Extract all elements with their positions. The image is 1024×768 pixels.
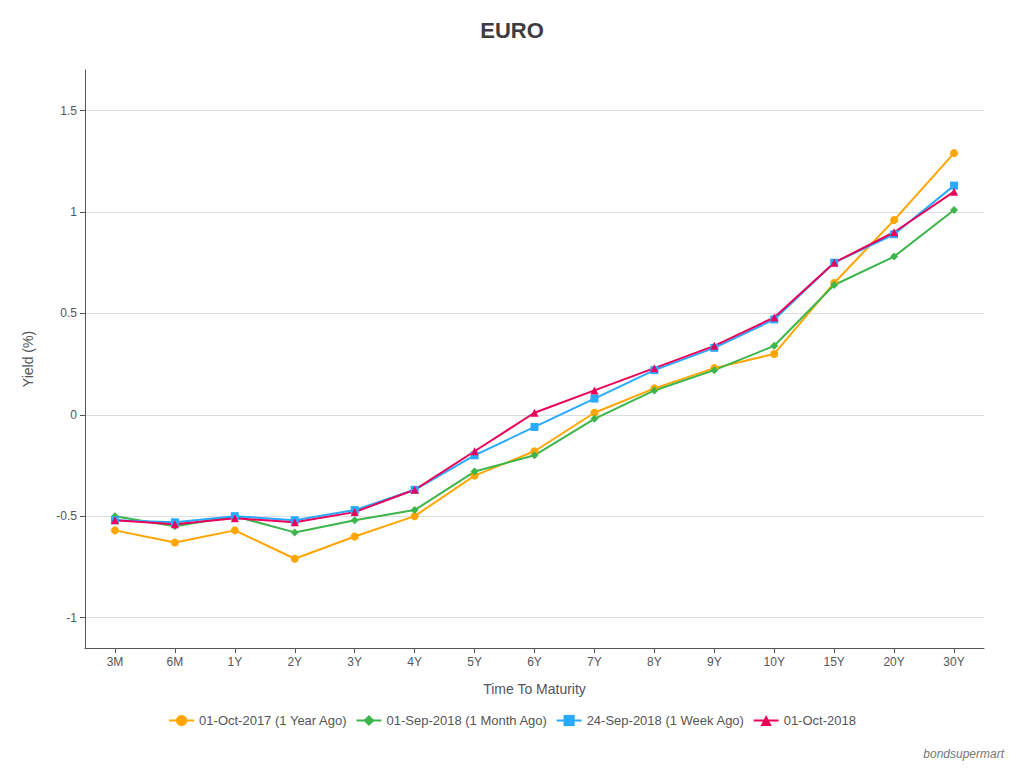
svg-text:Yield (%): Yield (%): [20, 331, 36, 387]
svg-text:1: 1: [70, 205, 77, 219]
svg-text:01-Oct-2018: 01-Oct-2018: [784, 713, 856, 728]
svg-text:3M: 3M: [107, 655, 124, 669]
svg-text:3Y: 3Y: [347, 655, 362, 669]
svg-text:30Y: 30Y: [943, 655, 964, 669]
svg-text:0: 0: [70, 408, 77, 422]
svg-text:01-Sep-2018 (1 Month Ago): 01-Sep-2018 (1 Month Ago): [386, 713, 546, 728]
svg-text:6Y: 6Y: [527, 655, 542, 669]
svg-text:24-Sep-2018 (1 Week Ago): 24-Sep-2018 (1 Week Ago): [587, 713, 744, 728]
svg-text:-0.5: -0.5: [56, 509, 77, 523]
svg-text:1Y: 1Y: [227, 655, 242, 669]
svg-text:2Y: 2Y: [287, 655, 302, 669]
svg-text:5Y: 5Y: [467, 655, 482, 669]
svg-text:Time To Maturity: Time To Maturity: [483, 681, 586, 697]
svg-text:EURO: EURO: [480, 18, 544, 43]
svg-text:20Y: 20Y: [883, 655, 904, 669]
svg-text:6M: 6M: [167, 655, 184, 669]
svg-text:01-Oct-2017 (1 Year Ago): 01-Oct-2017 (1 Year Ago): [199, 713, 346, 728]
svg-text:1.5: 1.5: [60, 104, 77, 118]
svg-text:7Y: 7Y: [587, 655, 602, 669]
svg-text:4Y: 4Y: [407, 655, 422, 669]
svg-text:-1: -1: [66, 611, 77, 625]
svg-text:9Y: 9Y: [707, 655, 722, 669]
svg-text:0.5: 0.5: [60, 306, 77, 320]
svg-text:8Y: 8Y: [647, 655, 662, 669]
svg-text:15Y: 15Y: [823, 655, 844, 669]
svg-text:bondsupermart: bondsupermart: [923, 747, 1004, 761]
svg-text:10Y: 10Y: [764, 655, 785, 669]
